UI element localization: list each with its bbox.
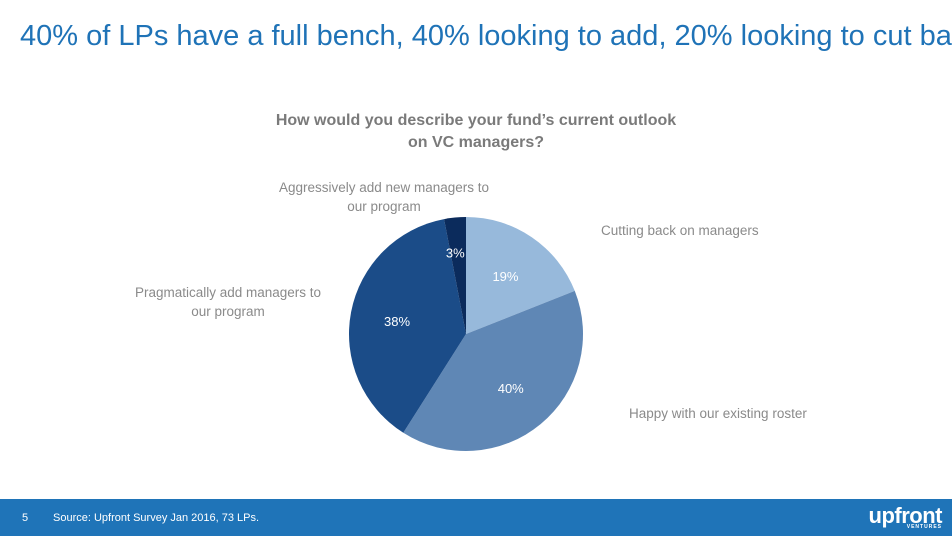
chart-title-line: on VC managers? xyxy=(407,134,545,151)
slice-label-happy: Happy with our existing roster xyxy=(629,406,807,421)
slide-headline: 40% of LPs have a full bench, 40% lookin… xyxy=(20,20,952,52)
data-label: 38% xyxy=(384,314,410,329)
pie-slice xyxy=(444,217,466,334)
pie-slice xyxy=(466,217,575,334)
data-label: 3% xyxy=(446,245,465,260)
slice-label-pragmatic: Pragmatically add managers to our program xyxy=(134,285,322,319)
footer-bar: 5 Source: Upfront Survey Jan 2016, 73 LP… xyxy=(0,499,952,536)
source-note: Source: Upfront Survey Jan 2016, 73 LPs. xyxy=(53,512,260,524)
chart-title-line: How would you describe your fund’s curre… xyxy=(275,112,677,129)
slice-label-aggressive: Aggressively add new managers to our prog… xyxy=(278,180,490,214)
upfront-logo: upfront VENTURES xyxy=(868,503,943,530)
data-label: 40% xyxy=(498,381,524,396)
pie-slice xyxy=(349,219,466,433)
page-number: 5 xyxy=(22,512,29,524)
pie-slice xyxy=(403,290,584,452)
slice-label-cutting-back: Cutting back on managers xyxy=(601,223,759,238)
data-label: 19% xyxy=(492,269,518,284)
chart-title: How would you describe your fund’s curre… xyxy=(0,110,952,154)
